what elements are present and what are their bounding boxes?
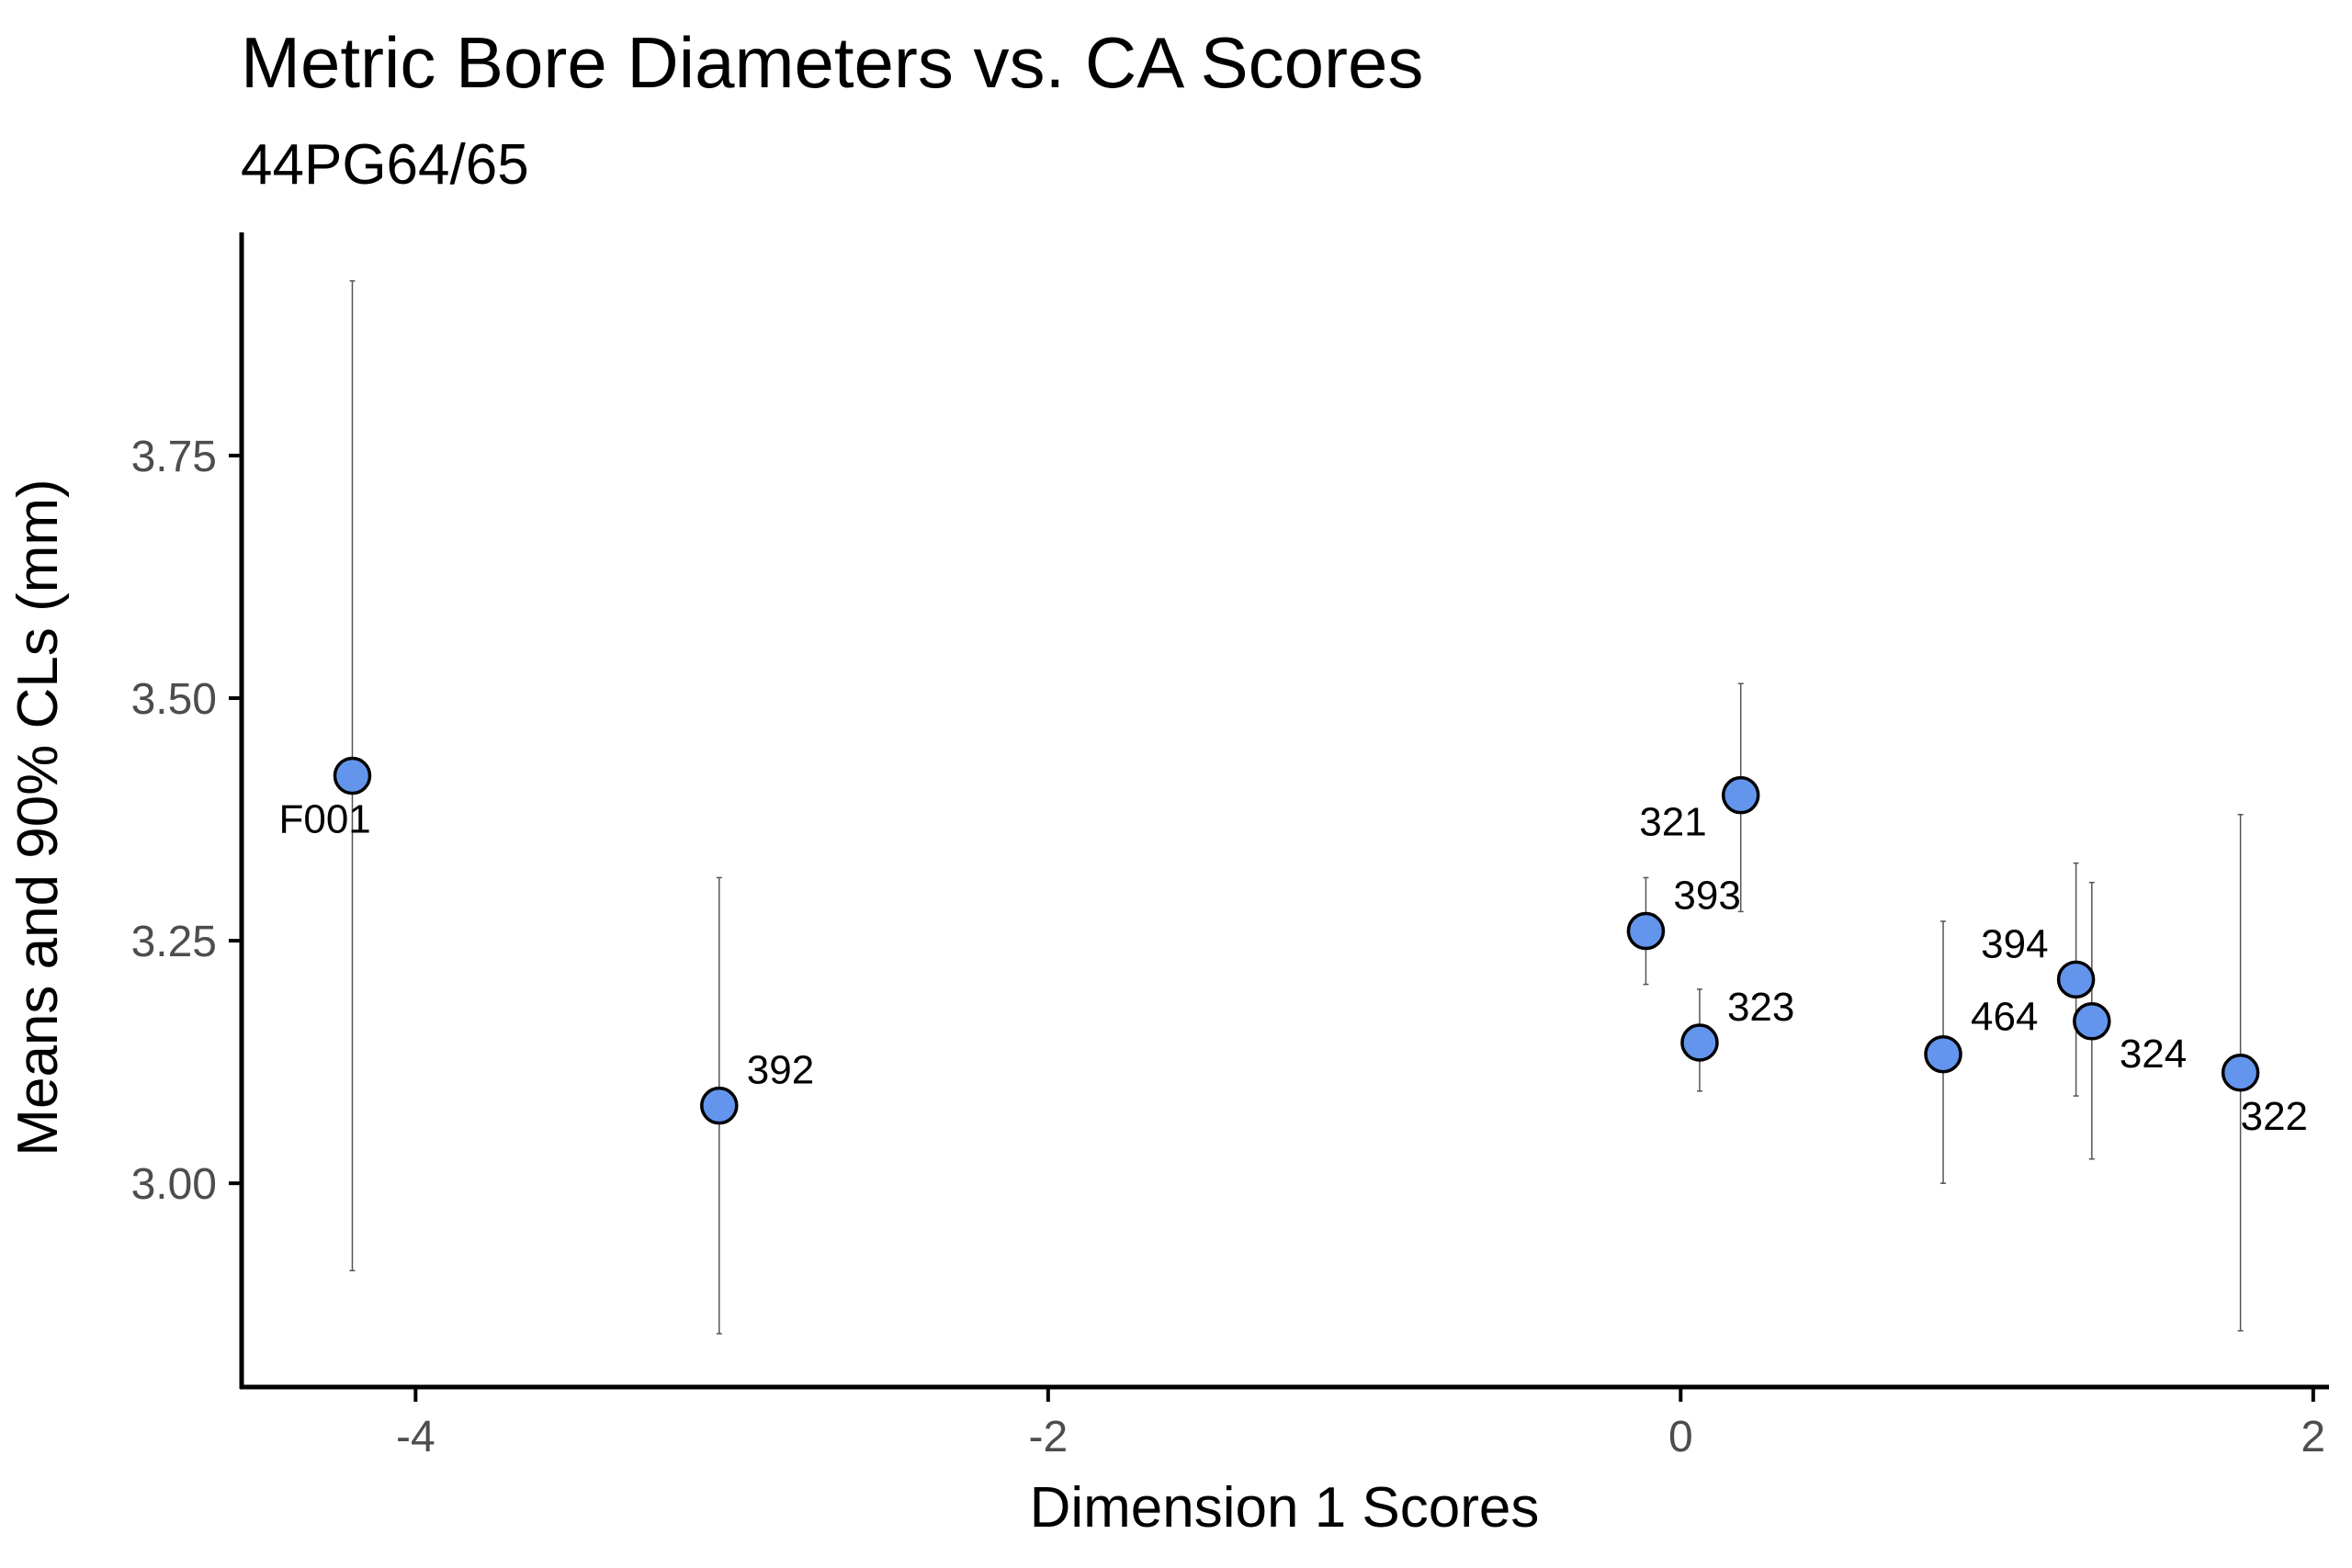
data-point: [2073, 1002, 2111, 1041]
data-point: [2221, 1054, 2260, 1092]
x-tick-label: -2: [1028, 1413, 1068, 1461]
data-point: [1680, 1023, 1719, 1062]
chart-title: Metric Bore Diameters vs. CA Scores: [241, 22, 1423, 103]
point-label: 393: [1673, 874, 1740, 919]
data-point: [1626, 911, 1666, 951]
point-label: 324: [2120, 1032, 2187, 1077]
point-label: 322: [2241, 1094, 2308, 1139]
data-points: [333, 756, 2260, 1125]
y-tick-label: 3.75: [131, 433, 217, 481]
point-label: 321: [1639, 800, 1706, 845]
y-tick-label: 3.00: [131, 1160, 217, 1209]
point-label: 392: [747, 1048, 814, 1093]
error-bars: [349, 280, 2244, 1335]
x-axis-ticks: -4 -2 0 2: [396, 1389, 2325, 1461]
data-point: [333, 756, 372, 795]
point-labels: F001 392 393 323 321 464 394 324 322: [278, 797, 2308, 1139]
x-axis-title: Dimension 1 Scores: [1030, 1476, 1540, 1540]
chart-subtitle: 44PG64/65: [241, 133, 529, 197]
data-point: [2056, 960, 2096, 999]
point-label: F001: [278, 797, 370, 842]
y-tick-label: 3.50: [131, 675, 217, 724]
point-label: 394: [1981, 921, 2048, 966]
y-axis-ticks: 3.00 3.25 3.50 3.75: [131, 433, 240, 1209]
y-axis-title: Means and 90% CLs (mm): [6, 479, 70, 1156]
point-label: 323: [1727, 985, 1794, 1030]
data-point: [700, 1086, 739, 1125]
x-tick-label: 2: [2301, 1413, 2325, 1461]
x-tick-label: 0: [1668, 1413, 1693, 1461]
data-point: [1721, 775, 1760, 815]
point-label: 464: [1971, 995, 2038, 1040]
data-point: [1924, 1034, 1962, 1074]
x-tick-label: -4: [396, 1413, 435, 1461]
y-tick-label: 3.25: [131, 918, 217, 966]
